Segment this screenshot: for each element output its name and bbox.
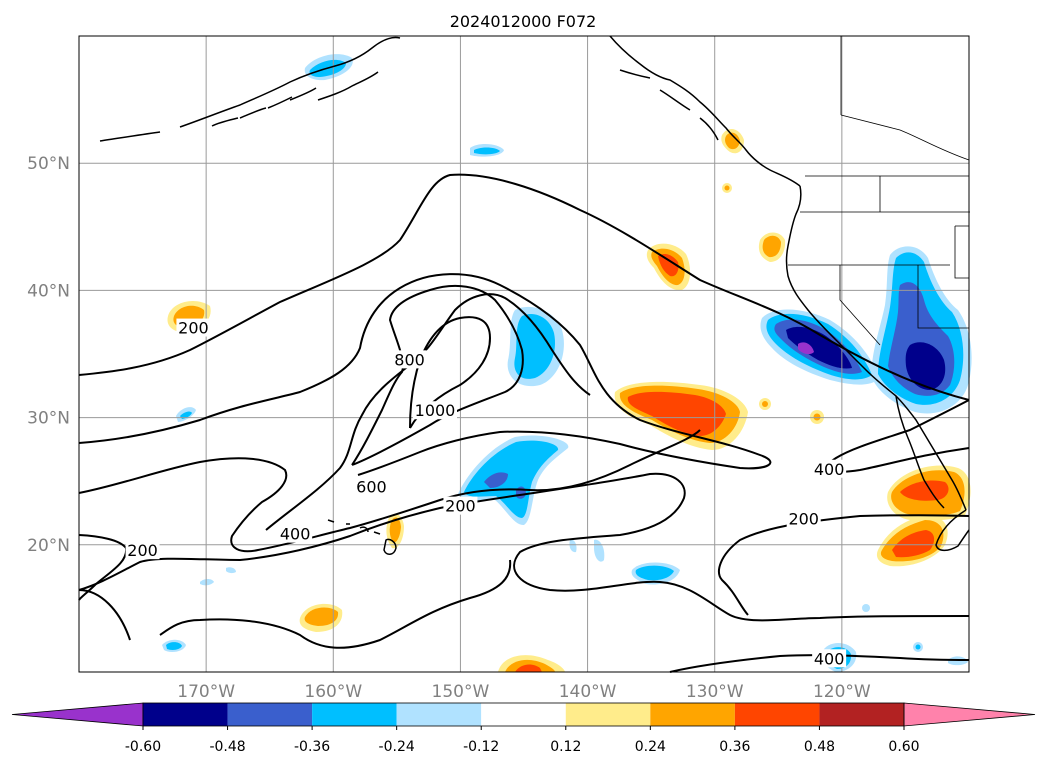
contour-lines [78,173,970,673]
contour-label-halo [786,509,821,528]
contour-label-halo [125,541,160,560]
lat-tick-label: 40°N [27,281,70,301]
coastline-alaska [99,36,401,142]
colorbar-tick-label: -0.36 [294,739,330,755]
contour-200-east [718,399,970,616]
colorbar-tick-label: -0.24 [379,739,415,755]
lat-tick-label: 30°N [27,409,70,429]
colorbar-tick-label: 0.60 [888,739,919,755]
colorbar-swatch [143,703,228,726]
coastline-mexico-pacific [935,509,970,552]
lat-tick-label: 50°N [27,154,70,174]
lon-tick-label: 120°W [813,682,871,702]
colorbar-swatch [481,703,566,726]
contour-400-b [78,472,970,622]
coastline-baja [895,395,945,509]
contour-label: 600 [356,478,387,497]
contour-200-south [78,534,512,649]
contour-label-halo [392,350,427,369]
lon-tick-labels: 170°W 160°W 150°W 140°W 130°W 120°W [177,682,871,702]
coastline-hawaii [327,519,397,555]
lat-tick-labels: 20°N 30°N 40°N 50°N [27,154,70,556]
contour-label: 400 [814,649,845,668]
contour-600 [265,293,591,531]
colorbar-extend-min [11,702,144,727]
colorbar-tick-label: 0.36 [719,739,750,755]
colorbar-swatch [396,703,482,726]
colorbar-frame [142,702,905,727]
contour-label: 200 [445,497,476,516]
colorbar: -0.60 -0.48 -0.36 -0.24 -0.12 0.12 0.24 0.36 0.4… [11,702,1036,755]
state-borders [788,36,970,346]
contour-label-halo [278,524,313,543]
contour-label: 800 [394,350,425,369]
contour-label-halo [413,401,457,420]
contour-label-halo [812,649,847,668]
contour-200-north [78,173,970,401]
coastline-westcoast [785,185,967,511]
colorbar-swatch [565,703,651,726]
contour-label: 200 [178,319,209,338]
colorbar-swatch [312,703,397,726]
contour-200-mid [78,273,772,476]
contour-label-halo [812,459,847,478]
colorbar-swatch [227,703,313,726]
map-panel: 200 800 1000 600 200 400 200 400 200 400 [78,35,972,673]
colorbar-swatch [819,703,904,726]
colorbar-swatch [734,703,820,726]
colorbar-tick-label: -0.12 [463,739,499,755]
lon-tick-label: 140°W [559,682,617,702]
contour-labels: 200 800 1000 600 200 400 200 400 200 400 [125,318,847,668]
contour-label-halo [176,318,211,337]
figure-title: 2024012000 F072 [450,12,597,31]
colorbar-extend-max [903,702,1036,727]
contour-label: 200 [788,509,819,528]
contour-label: 1000 [415,401,456,420]
colorbar-tick-label: 0.48 [804,739,835,755]
map-frame [78,35,970,673]
contour-label: 400 [280,525,311,544]
colorbar-tick-label: -0.48 [209,739,245,755]
coastlines [99,35,970,555]
contour-label-halo [354,477,389,496]
lon-tick-label: 170°W [177,682,235,702]
colorbar-swatch [650,703,735,726]
contour-label: 200 [127,541,158,560]
colorbar-tick-label: -0.60 [125,739,161,755]
lon-tick-label: 130°W [686,682,744,702]
lon-tick-label: 160°W [304,682,362,702]
coastline-gulf [619,69,719,141]
gridlines [79,36,969,672]
contour-label-halo [443,496,478,515]
lon-tick-label: 150°W [432,682,490,702]
colorbar-tick-label: 0.24 [635,739,666,755]
contour-label: 400 [814,460,845,479]
colorbar-tick-label: 0.12 [550,739,581,755]
coastline-alaska-panhandle [609,35,801,187]
lat-tick-label: 20°N [27,536,70,556]
